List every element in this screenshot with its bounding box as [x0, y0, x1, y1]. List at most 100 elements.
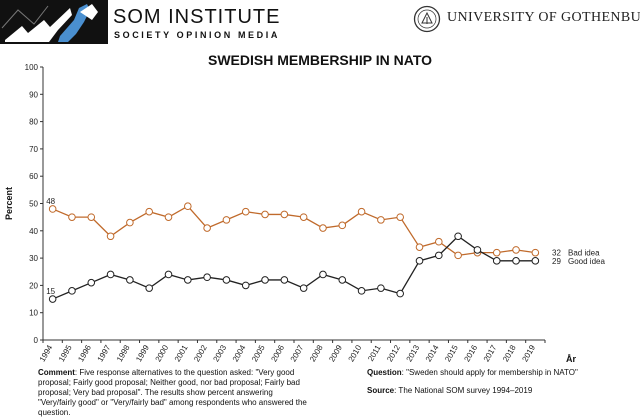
data-point-good-idea [473, 246, 482, 254]
data-point-bad-idea [126, 218, 134, 227]
data-point-good-idea [531, 257, 540, 265]
data-point-bad-idea [454, 251, 462, 260]
data-point-good-idea [261, 276, 269, 284]
data-point-bad-idea [531, 248, 540, 257]
series-line-bad-idea [52, 205, 536, 257]
org-name: SOM INSTITUTE [113, 6, 281, 28]
data-point-good-idea [68, 287, 76, 295]
x-tick-label: 2006 [269, 343, 286, 363]
question-source-notes: Question: "Sweden should apply for membe… [367, 368, 637, 404]
data-point-good-idea [145, 284, 153, 292]
y-axis-title: Percent [4, 187, 14, 220]
data-point-bad-idea [145, 207, 153, 216]
legend-label-good-idea: Good idea [568, 257, 605, 266]
data-point-good-idea [280, 276, 289, 284]
y-tick-label: 20 [29, 281, 38, 290]
data-point-good-idea [203, 273, 211, 282]
x-tick-label: 2004 [231, 343, 248, 363]
question-text: : "Sweden should apply for membership in… [401, 368, 578, 377]
data-point-good-idea [48, 295, 57, 303]
data-point-good-idea [396, 289, 404, 298]
x-tick-label: 2017 [482, 343, 499, 363]
org-subtitle: SOCIETY OPINION MEDIA [114, 30, 280, 40]
y-tick-label: 90 [29, 90, 38, 99]
data-point-good-idea [454, 232, 462, 241]
data-point-good-idea [241, 281, 250, 290]
chart-title: SWEDISH MEMBERSHIP IN NATO [207, 52, 433, 68]
data-point-good-idea [492, 257, 501, 265]
data-point-bad-idea [396, 213, 404, 221]
x-tick-label: 2014 [424, 343, 441, 363]
comment-label: Comment [38, 368, 75, 377]
y-tick-label: 100 [25, 63, 39, 72]
x-tick-label: 2010 [347, 343, 364, 363]
data-point-good-idea [357, 287, 366, 295]
end-value-label-good-idea: 29 [552, 257, 561, 266]
data-point-good-idea [435, 251, 443, 260]
x-tick-label: 1995 [57, 343, 74, 363]
data-point-bad-idea [512, 246, 520, 254]
legend-label-bad-idea: Bad idea [568, 249, 600, 258]
x-tick-label: 2012 [385, 343, 402, 363]
x-tick-label: 2003 [211, 343, 228, 363]
y-tick-label: 50 [29, 200, 38, 209]
data-point-good-idea [415, 257, 424, 265]
data-point-bad-idea [87, 213, 96, 221]
x-tick-label: 2002 [192, 343, 209, 363]
start-value-label-bad-idea: 48 [46, 197, 55, 206]
x-tick-label: 2019 [520, 343, 537, 363]
x-tick-label: 2001 [173, 343, 190, 363]
x-tick-label: 1998 [115, 343, 132, 363]
x-axis-title: År [566, 354, 576, 364]
data-point-bad-idea [299, 213, 308, 221]
y-tick-label: 70 [29, 145, 38, 154]
x-tick-label: 1996 [76, 343, 93, 363]
data-point-bad-idea [415, 243, 424, 251]
data-point-good-idea [299, 284, 308, 292]
data-point-bad-idea [261, 210, 269, 219]
y-tick-label: 80 [29, 118, 38, 127]
data-point-bad-idea [338, 221, 347, 230]
data-point-good-idea [106, 270, 115, 279]
data-point-bad-idea [357, 207, 366, 216]
x-tick-label: 2016 [462, 343, 479, 363]
end-value-label-bad-idea: 32 [552, 249, 561, 258]
data-point-bad-idea [222, 216, 231, 224]
data-point-good-idea [222, 276, 231, 284]
y-tick-label: 60 [29, 172, 38, 181]
university-name: UNIVERSITY OF GOTHENBURG [447, 10, 640, 25]
y-tick-label: 10 [29, 309, 38, 318]
x-tick-label: 2013 [405, 343, 422, 363]
x-tick-label: 2005 [250, 343, 267, 363]
data-point-bad-idea [492, 248, 501, 257]
comment-text: : Five response alternatives to the ques… [38, 368, 307, 417]
data-point-good-idea [319, 270, 327, 279]
x-tick-label: 2015 [443, 343, 460, 363]
x-tick-label: 2009 [327, 343, 344, 363]
y-tick-label: 30 [29, 254, 38, 263]
data-point-bad-idea [184, 202, 192, 211]
university-seal-icon [413, 5, 441, 33]
data-point-good-idea [184, 276, 192, 284]
som-map-logo [0, 0, 108, 44]
header: SOM INSTITUTE SOCIETY OPINION MEDIA UNIV… [0, 0, 640, 44]
question-note: Question: "Sweden should apply for membe… [367, 368, 637, 378]
question-label: Question [367, 368, 402, 377]
x-tick-label: 1999 [134, 343, 151, 363]
data-point-bad-idea [241, 207, 250, 216]
x-tick-label: 2000 [154, 343, 171, 363]
data-point-bad-idea [377, 216, 385, 224]
data-point-good-idea [512, 257, 520, 265]
data-point-bad-idea [203, 224, 211, 232]
x-tick-label: 2008 [308, 343, 325, 363]
source-label: Source [367, 386, 395, 395]
data-point-good-idea [164, 270, 173, 279]
data-point-bad-idea [164, 213, 173, 221]
x-tick-label: 2007 [289, 343, 306, 363]
comment-note: Comment: Five response alternatives to t… [38, 368, 310, 418]
data-point-good-idea [377, 284, 385, 292]
data-point-bad-idea [48, 205, 57, 213]
data-point-bad-idea [319, 224, 327, 232]
data-point-bad-idea [435, 237, 443, 246]
